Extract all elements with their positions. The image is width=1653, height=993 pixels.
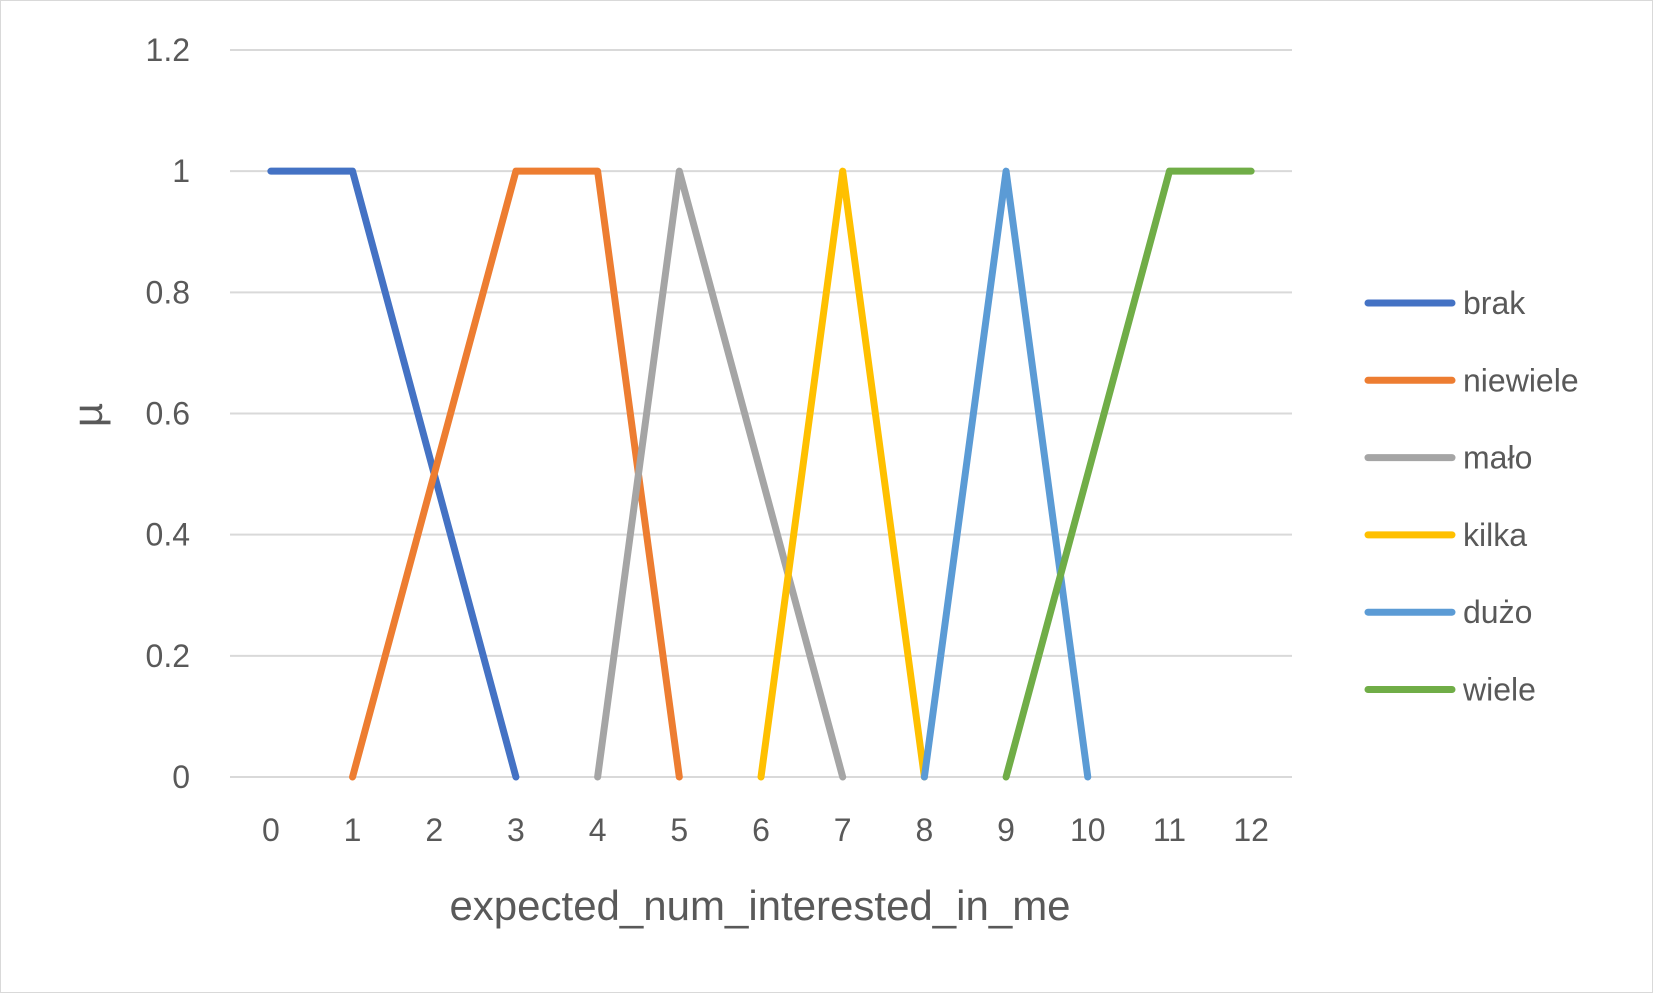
x-tick-label: 5 (670, 812, 688, 848)
series-line-niewiele (349, 167, 683, 781)
series-line-kilka (757, 167, 928, 781)
legend-label: kilka (1463, 517, 1527, 553)
x-tick-label: 6 (752, 812, 770, 848)
x-axis-tick-labels: 0 1 2 3 4 5 6 7 8 9 10 11 12 (262, 812, 1269, 848)
y-tick-label: 0.8 (146, 274, 190, 310)
legend-label: mało (1463, 440, 1532, 476)
x-tick-label: 8 (915, 812, 933, 848)
y-tick-label: 0.2 (146, 638, 190, 674)
y-tick-label: 0.6 (146, 396, 190, 432)
series-line-mało (594, 167, 847, 781)
x-tick-label: 9 (997, 812, 1015, 848)
series-line-wiele (1002, 167, 1255, 781)
y-axis-title: µ (64, 403, 111, 427)
legend-label: brak (1463, 285, 1526, 321)
x-tick-label: 10 (1070, 812, 1106, 848)
series-line-dużo (920, 167, 1092, 781)
x-tick-label: 7 (834, 812, 852, 848)
x-tick-label: 2 (425, 812, 443, 848)
y-tick-label: 0 (172, 759, 190, 795)
x-tick-label: 12 (1233, 812, 1269, 848)
y-tick-label: 1 (172, 153, 190, 189)
x-tick-label: 11 (1153, 812, 1186, 848)
series-line-brak (267, 167, 520, 781)
gridlines (230, 49, 1292, 778)
x-tick-label: 4 (589, 812, 607, 848)
y-tick-label: 0.4 (146, 517, 190, 553)
y-axis-tick-labels: 0 0.2 0.4 0.6 0.8 1 1.2 (146, 32, 190, 795)
series-lines (267, 167, 1255, 781)
x-tick-label: 3 (507, 812, 525, 848)
legend: brak niewiele mało kilka dużo wiele (1364, 285, 1579, 708)
x-tick-label: 1 (344, 812, 362, 848)
y-tick-label: 1.2 (146, 32, 190, 68)
legend-label: dużo (1463, 594, 1532, 630)
x-axis-title: expected_num_interested_in_me (449, 882, 1070, 929)
legend-label: niewiele (1463, 362, 1579, 398)
legend-label: wiele (1462, 672, 1536, 708)
x-tick-label: 0 (262, 812, 280, 848)
